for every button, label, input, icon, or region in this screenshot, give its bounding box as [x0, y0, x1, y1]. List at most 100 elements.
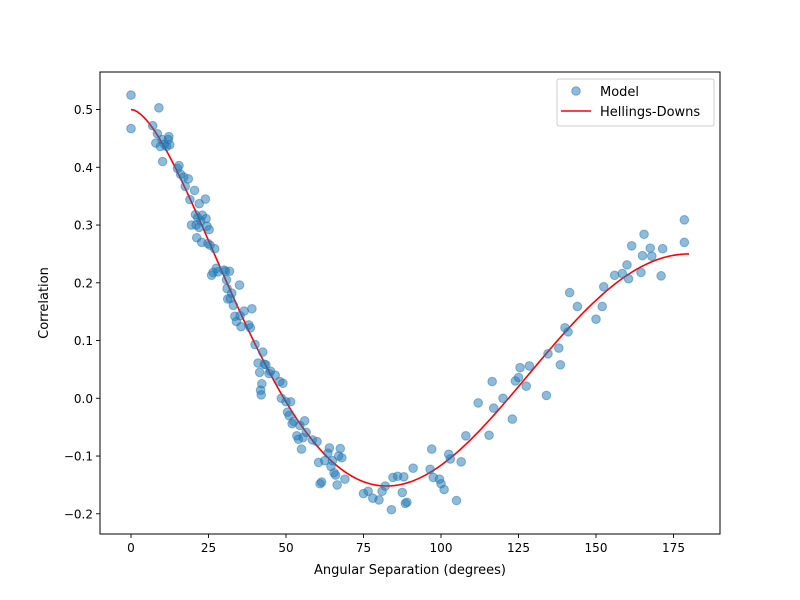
x-tick-label: 175 — [662, 541, 685, 555]
model-point — [234, 280, 245, 290]
model-point — [617, 268, 628, 279]
x-tick-label: 125 — [507, 541, 530, 555]
model-point — [278, 378, 288, 389]
model-point — [657, 243, 668, 254]
y-tick-label: 0.3 — [74, 219, 93, 233]
model-point — [555, 359, 566, 370]
model-point — [645, 243, 656, 253]
model-point — [224, 266, 235, 277]
y-axis-label: Correlation — [37, 267, 52, 339]
model-point — [507, 414, 518, 424]
model-point — [296, 444, 307, 454]
model-point — [598, 282, 609, 292]
model-point — [189, 185, 200, 196]
model-point — [521, 381, 532, 391]
model-point — [301, 427, 311, 438]
model-point — [498, 393, 508, 404]
y-tick-label: 0.1 — [74, 334, 93, 348]
legend-box — [556, 78, 715, 127]
model-point — [451, 495, 462, 506]
model-point — [270, 370, 280, 380]
y-tick-label: 0.0 — [74, 392, 93, 406]
model-point — [228, 300, 239, 311]
x-tick-label: 25 — [201, 541, 216, 555]
legend-label-model: Model — [600, 85, 639, 100]
model-point — [554, 343, 564, 353]
model-point — [445, 454, 456, 464]
model-point — [337, 452, 347, 463]
model-point — [299, 416, 310, 426]
x-axis-ticks: 0 25 50 75 100 125 150 175 — [127, 534, 685, 555]
x-axis-label: Angular Separation (degrees) — [314, 563, 506, 578]
model-point — [456, 457, 466, 467]
model-point — [221, 275, 232, 285]
legend-marker-model — [571, 86, 581, 96]
model-point — [174, 160, 184, 171]
legend: Model Hellings-Downs — [556, 78, 715, 127]
model-point — [247, 303, 257, 314]
model-point — [609, 270, 620, 281]
model-point — [636, 267, 646, 278]
model-point — [515, 362, 525, 373]
model-point — [679, 215, 690, 225]
model-point — [425, 464, 435, 475]
model-point — [335, 443, 346, 454]
model-point — [622, 260, 632, 270]
x-tick-label: 50 — [278, 541, 293, 555]
y-tick-label: 0.4 — [74, 161, 93, 175]
model-point — [245, 323, 256, 333]
model-point — [461, 431, 471, 441]
model-point — [226, 288, 237, 298]
y-axis-ticks: −0.2 −0.1 0.0 0.1 0.2 0.3 0.4 0.5 — [64, 103, 100, 521]
model-point — [513, 372, 524, 383]
model-point — [439, 484, 449, 495]
model-point — [626, 241, 637, 251]
y-tick-label: −0.2 — [64, 507, 93, 521]
model-point — [164, 131, 174, 142]
model-point — [312, 436, 322, 447]
model-point — [488, 403, 499, 413]
plot-area — [99, 71, 721, 535]
model-point — [647, 251, 657, 262]
model-point — [330, 470, 341, 480]
model-point — [541, 390, 552, 401]
model-point — [316, 477, 327, 487]
model-point — [380, 481, 391, 491]
model-point — [147, 120, 158, 131]
model-point — [543, 349, 553, 359]
axes-background — [100, 72, 720, 534]
model-point — [154, 103, 164, 113]
model-point — [363, 486, 373, 497]
axes-frame — [99, 71, 721, 535]
model-point — [563, 327, 573, 337]
model-point — [572, 301, 583, 312]
model-point — [637, 250, 648, 261]
model-point — [185, 194, 195, 205]
model-point — [386, 504, 397, 515]
model-point — [639, 229, 649, 240]
model-point — [200, 194, 211, 204]
x-tick-label: 150 — [585, 541, 608, 555]
model-point — [564, 287, 575, 298]
model-point — [164, 139, 175, 150]
model-point — [524, 361, 535, 371]
x-tick-label: 100 — [430, 541, 453, 555]
x-tick-label: 0 — [127, 541, 135, 555]
y-tick-label: −0.1 — [64, 450, 93, 464]
model-point — [408, 463, 418, 473]
y-tick-label: 0.5 — [74, 103, 93, 117]
model-point — [332, 480, 342, 490]
y-tick-label: 0.2 — [74, 276, 93, 290]
model-point — [679, 237, 690, 248]
model-point — [257, 347, 268, 357]
model-point — [374, 495, 384, 505]
model-point — [209, 243, 220, 254]
model-point — [324, 443, 335, 453]
model-point — [402, 497, 412, 508]
x-tick-label: 75 — [356, 541, 371, 555]
model-point — [250, 339, 260, 350]
model-point — [484, 430, 494, 441]
model-point — [157, 156, 168, 167]
model-point — [597, 301, 608, 312]
